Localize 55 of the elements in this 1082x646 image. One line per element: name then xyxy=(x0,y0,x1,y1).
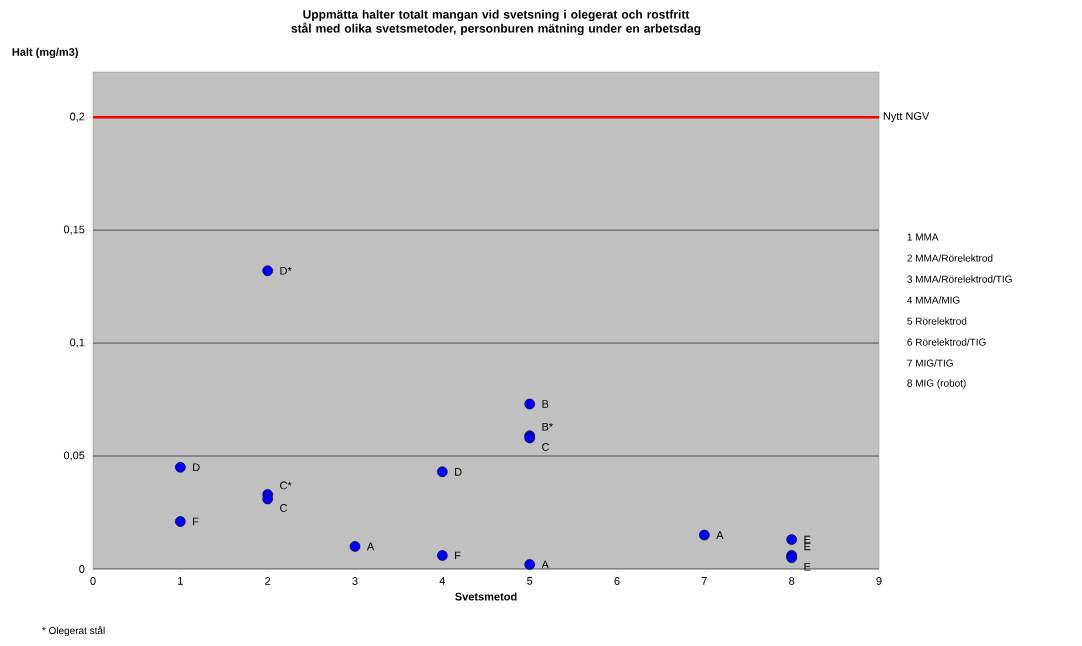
point xyxy=(437,550,448,561)
x-tick-label: 0 xyxy=(90,577,96,585)
point xyxy=(349,541,361,552)
annotation: D xyxy=(455,468,462,476)
x-tick-label: 2 xyxy=(265,577,271,585)
text: 3 MMA/Rörelektrod/TIG xyxy=(907,275,1012,283)
x-tick-label: 1 xyxy=(178,577,183,585)
annotation: C* xyxy=(280,481,292,490)
y-tick-label: 0,15 xyxy=(63,225,85,235)
point xyxy=(262,493,273,505)
y-tick-label: 0,1 xyxy=(70,338,85,348)
point xyxy=(524,559,535,570)
annotation: D* xyxy=(280,267,292,275)
y-axis-title: Halt (mg/m3) xyxy=(12,47,78,59)
x-tick-label: 3 xyxy=(352,577,358,585)
point xyxy=(524,398,535,410)
annotation: A xyxy=(541,560,549,569)
text: 7 MIG/TIG xyxy=(907,359,953,367)
x-tick-label: 8 xyxy=(789,577,795,585)
y-tick-label: 0,2 xyxy=(70,112,85,122)
annotation: C xyxy=(542,443,550,451)
text: 8 MIG (robot) xyxy=(907,379,966,389)
x-tick-label: 5 xyxy=(527,577,533,585)
annotation: E xyxy=(804,535,811,544)
x-axis-title: Svetsmetod xyxy=(455,592,517,601)
text: 6 Rörelektrod/TIG xyxy=(907,338,986,346)
annotation: C xyxy=(280,504,288,512)
ref-line-label: Nytt NGV xyxy=(883,112,930,123)
y-tick-label: 0 xyxy=(79,565,85,573)
text: 2 MMA/Rörelektrod xyxy=(907,254,993,262)
annotation: B xyxy=(542,400,549,408)
annotation: A xyxy=(366,542,375,551)
x-tick-label: 7 xyxy=(701,577,707,585)
x-tick-label: 9 xyxy=(876,577,882,585)
text: * Olegerat stål xyxy=(42,625,105,637)
text: 1 MMA xyxy=(907,233,939,241)
annotation: B* xyxy=(542,422,553,431)
chart-title: Uppmätta halter totalt mangan vid svetsning i olegerat och rostfritt stål med olika svetsmetoder, personburen mätning under en arbetsdag xyxy=(291,9,701,36)
x-tick-label: 6 xyxy=(614,577,620,585)
point xyxy=(175,516,186,527)
point xyxy=(175,462,186,473)
y-tick-label: 0,05 xyxy=(63,451,85,461)
annotation: F xyxy=(455,551,461,560)
annotation: E xyxy=(804,562,811,571)
text: 4 MMA/MIG xyxy=(907,296,960,304)
point xyxy=(786,534,797,545)
annotation: E xyxy=(804,542,811,551)
annotation: F xyxy=(193,517,199,526)
text: 5 Rörelektrod xyxy=(907,317,967,325)
annotation: D xyxy=(193,463,200,472)
point xyxy=(262,265,273,277)
point xyxy=(699,529,710,541)
x-tick-label: 4 xyxy=(439,577,446,585)
annotation: A xyxy=(716,531,724,539)
point xyxy=(437,466,448,478)
